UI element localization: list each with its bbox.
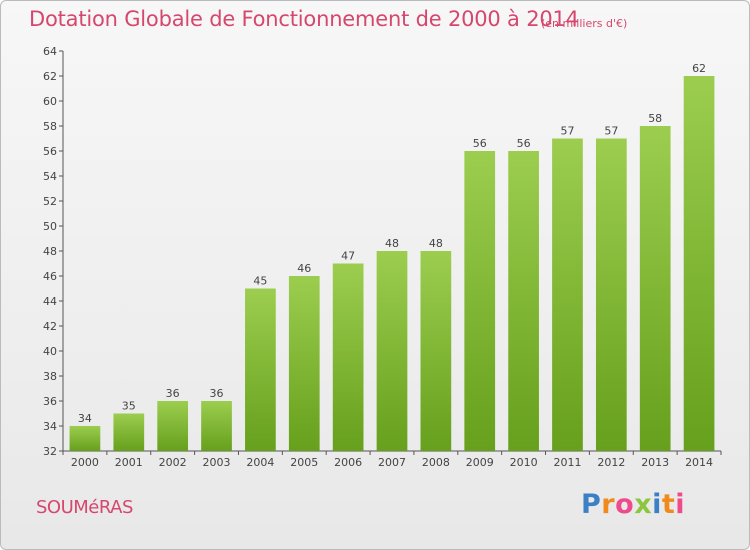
y-tick-label: 44	[43, 295, 57, 308]
x-tick-label: 2009	[466, 456, 494, 469]
y-tick-label: 48	[43, 245, 57, 258]
data-label: 48	[385, 237, 399, 250]
y-tick-label: 54	[43, 170, 57, 183]
x-tick-label: 2012	[597, 456, 625, 469]
bar	[464, 151, 496, 451]
x-tick-label: 2002	[159, 456, 187, 469]
bar	[508, 151, 539, 451]
data-label: 36	[210, 387, 224, 400]
chart-bars	[69, 76, 715, 451]
y-tick-label: 38	[43, 370, 57, 383]
logo-letter: r	[601, 489, 616, 520]
logo-letter: P	[581, 489, 602, 520]
y-tick-label: 62	[43, 70, 57, 83]
x-tick-label: 2001	[115, 456, 143, 469]
bar	[157, 401, 189, 451]
x-tick-label: 2005	[290, 456, 318, 469]
y-tick-label: 50	[43, 220, 57, 233]
y-tick-label: 58	[43, 120, 57, 133]
logo-letter: t	[661, 489, 676, 520]
chart-labels: 32 34 36 38 40 42 44 46 48 50 52 54 56 58 60 62 64 2000 34…	[43, 45, 713, 469]
bar	[113, 413, 145, 451]
commune-name: SOUMéRAS	[36, 497, 133, 518]
bar	[69, 426, 101, 451]
x-tick-label: 2010	[510, 456, 538, 469]
y-tick-label: 60	[43, 95, 57, 108]
x-tick-label: 2014	[685, 456, 713, 469]
bar	[639, 126, 671, 451]
bar	[288, 276, 320, 451]
x-tick-label: 2011	[553, 456, 581, 469]
x-tick-label: 2000	[71, 456, 99, 469]
y-tick-label: 42	[43, 320, 57, 333]
data-label: 46	[297, 262, 311, 275]
data-label: 36	[166, 387, 180, 400]
y-tick-label: 46	[43, 270, 57, 283]
y-tick-label: 56	[43, 145, 57, 158]
bar	[552, 138, 583, 451]
bar	[201, 401, 232, 451]
x-tick-label: 2003	[203, 456, 231, 469]
x-tick-label: 2013	[641, 456, 669, 469]
bar	[595, 138, 627, 451]
x-tick-label: 2008	[422, 456, 450, 469]
data-label: 56	[517, 137, 531, 150]
bar	[420, 251, 452, 451]
bar	[245, 288, 276, 451]
x-tick-label: 2004	[246, 456, 274, 469]
bar	[332, 263, 364, 451]
data-label: 57	[560, 125, 574, 138]
logo-letter: i	[675, 489, 686, 520]
logo-letter: x	[634, 489, 653, 520]
logo-letter: o	[615, 489, 635, 520]
data-label: 35	[122, 400, 136, 413]
data-label: 47	[341, 250, 355, 263]
proxiti-logo: Proxiti	[581, 489, 685, 520]
bar	[376, 251, 408, 451]
x-tick-label: 2007	[378, 456, 406, 469]
data-label: 56	[473, 137, 487, 150]
data-label: 62	[692, 62, 706, 75]
y-tick-label: 64	[43, 45, 57, 58]
data-label: 48	[429, 237, 443, 250]
data-label: 57	[604, 125, 618, 138]
chart-subtitle: (en milliers d'€)	[541, 17, 628, 30]
y-tick-label: 36	[43, 395, 57, 408]
bar	[683, 76, 715, 451]
data-label: 58	[648, 112, 662, 125]
data-label: 34	[78, 412, 92, 425]
y-tick-label: 52	[43, 195, 57, 208]
y-tick-label: 40	[43, 345, 57, 358]
x-tick-label: 2006	[334, 456, 362, 469]
y-tick-label: 34	[43, 420, 57, 433]
chart-title: Dotation Globale de Fonctionnement de 20…	[29, 7, 579, 31]
data-label: 45	[253, 275, 267, 288]
logo-letter: i	[652, 489, 662, 520]
y-tick-label: 32	[43, 445, 57, 458]
